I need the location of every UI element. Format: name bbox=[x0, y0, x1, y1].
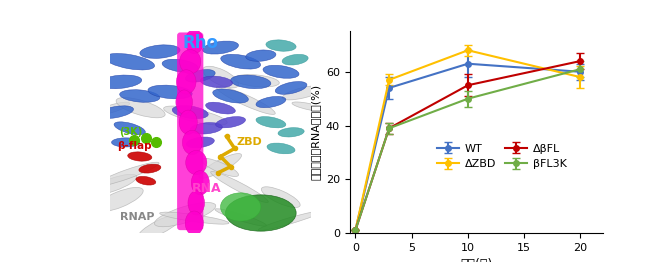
Text: RNA: RNA bbox=[192, 182, 221, 195]
Ellipse shape bbox=[266, 40, 296, 51]
Ellipse shape bbox=[128, 152, 152, 161]
Text: ZBD: ZBD bbox=[237, 137, 263, 148]
Ellipse shape bbox=[162, 59, 198, 72]
Ellipse shape bbox=[267, 143, 295, 154]
Ellipse shape bbox=[89, 174, 137, 195]
Ellipse shape bbox=[148, 85, 192, 99]
Text: β-flap: β-flap bbox=[118, 141, 152, 151]
Ellipse shape bbox=[246, 50, 276, 61]
Ellipse shape bbox=[216, 86, 275, 114]
Ellipse shape bbox=[154, 203, 216, 227]
Ellipse shape bbox=[275, 81, 307, 94]
FancyBboxPatch shape bbox=[177, 32, 203, 230]
Ellipse shape bbox=[98, 106, 133, 118]
Ellipse shape bbox=[216, 117, 245, 128]
Ellipse shape bbox=[220, 193, 261, 221]
Text: Rho: Rho bbox=[182, 35, 218, 52]
Y-axis label: 放出されたRNAの割合(%): 放出されたRNAの割合(%) bbox=[310, 84, 320, 180]
Text: (3K): (3K) bbox=[120, 127, 143, 137]
Ellipse shape bbox=[137, 215, 182, 239]
Ellipse shape bbox=[213, 89, 249, 103]
Ellipse shape bbox=[283, 86, 324, 100]
X-axis label: 時間(分): 時間(分) bbox=[460, 258, 492, 262]
Ellipse shape bbox=[185, 29, 203, 54]
Ellipse shape bbox=[136, 176, 156, 185]
Ellipse shape bbox=[263, 65, 299, 78]
Ellipse shape bbox=[256, 96, 286, 108]
Ellipse shape bbox=[182, 130, 202, 155]
Ellipse shape bbox=[172, 106, 208, 119]
Ellipse shape bbox=[226, 195, 296, 231]
Ellipse shape bbox=[186, 69, 215, 82]
Ellipse shape bbox=[105, 53, 155, 70]
Ellipse shape bbox=[191, 171, 210, 195]
Ellipse shape bbox=[292, 102, 326, 111]
Ellipse shape bbox=[185, 211, 203, 235]
Ellipse shape bbox=[139, 164, 161, 173]
Ellipse shape bbox=[116, 97, 165, 118]
Ellipse shape bbox=[98, 75, 142, 89]
Ellipse shape bbox=[159, 212, 229, 224]
Ellipse shape bbox=[180, 50, 201, 74]
Ellipse shape bbox=[163, 106, 227, 125]
Ellipse shape bbox=[206, 102, 235, 114]
Ellipse shape bbox=[188, 191, 204, 215]
Ellipse shape bbox=[200, 76, 232, 88]
Ellipse shape bbox=[114, 122, 145, 135]
Ellipse shape bbox=[282, 54, 308, 65]
Ellipse shape bbox=[215, 209, 267, 226]
Ellipse shape bbox=[230, 75, 271, 89]
Ellipse shape bbox=[176, 90, 192, 114]
Ellipse shape bbox=[234, 75, 279, 87]
Ellipse shape bbox=[202, 41, 239, 54]
Ellipse shape bbox=[179, 110, 197, 134]
Ellipse shape bbox=[210, 171, 268, 203]
Ellipse shape bbox=[176, 70, 196, 94]
Ellipse shape bbox=[220, 54, 261, 69]
Ellipse shape bbox=[202, 66, 239, 88]
Ellipse shape bbox=[258, 211, 321, 231]
Ellipse shape bbox=[120, 90, 160, 102]
Ellipse shape bbox=[186, 150, 207, 175]
Ellipse shape bbox=[190, 123, 222, 134]
Ellipse shape bbox=[199, 154, 242, 178]
Ellipse shape bbox=[95, 162, 159, 186]
Ellipse shape bbox=[261, 187, 300, 208]
Ellipse shape bbox=[256, 117, 286, 128]
Ellipse shape bbox=[186, 137, 214, 148]
Ellipse shape bbox=[94, 102, 129, 115]
Ellipse shape bbox=[96, 187, 143, 212]
Ellipse shape bbox=[140, 45, 180, 58]
Ellipse shape bbox=[111, 138, 140, 147]
Legend: WT, ΔZBD, ΔβFL, βFL3K: WT, ΔZBD, ΔβFL, βFL3K bbox=[432, 139, 571, 174]
Ellipse shape bbox=[201, 158, 239, 177]
Ellipse shape bbox=[278, 128, 304, 137]
Text: RNAP: RNAP bbox=[120, 212, 154, 222]
